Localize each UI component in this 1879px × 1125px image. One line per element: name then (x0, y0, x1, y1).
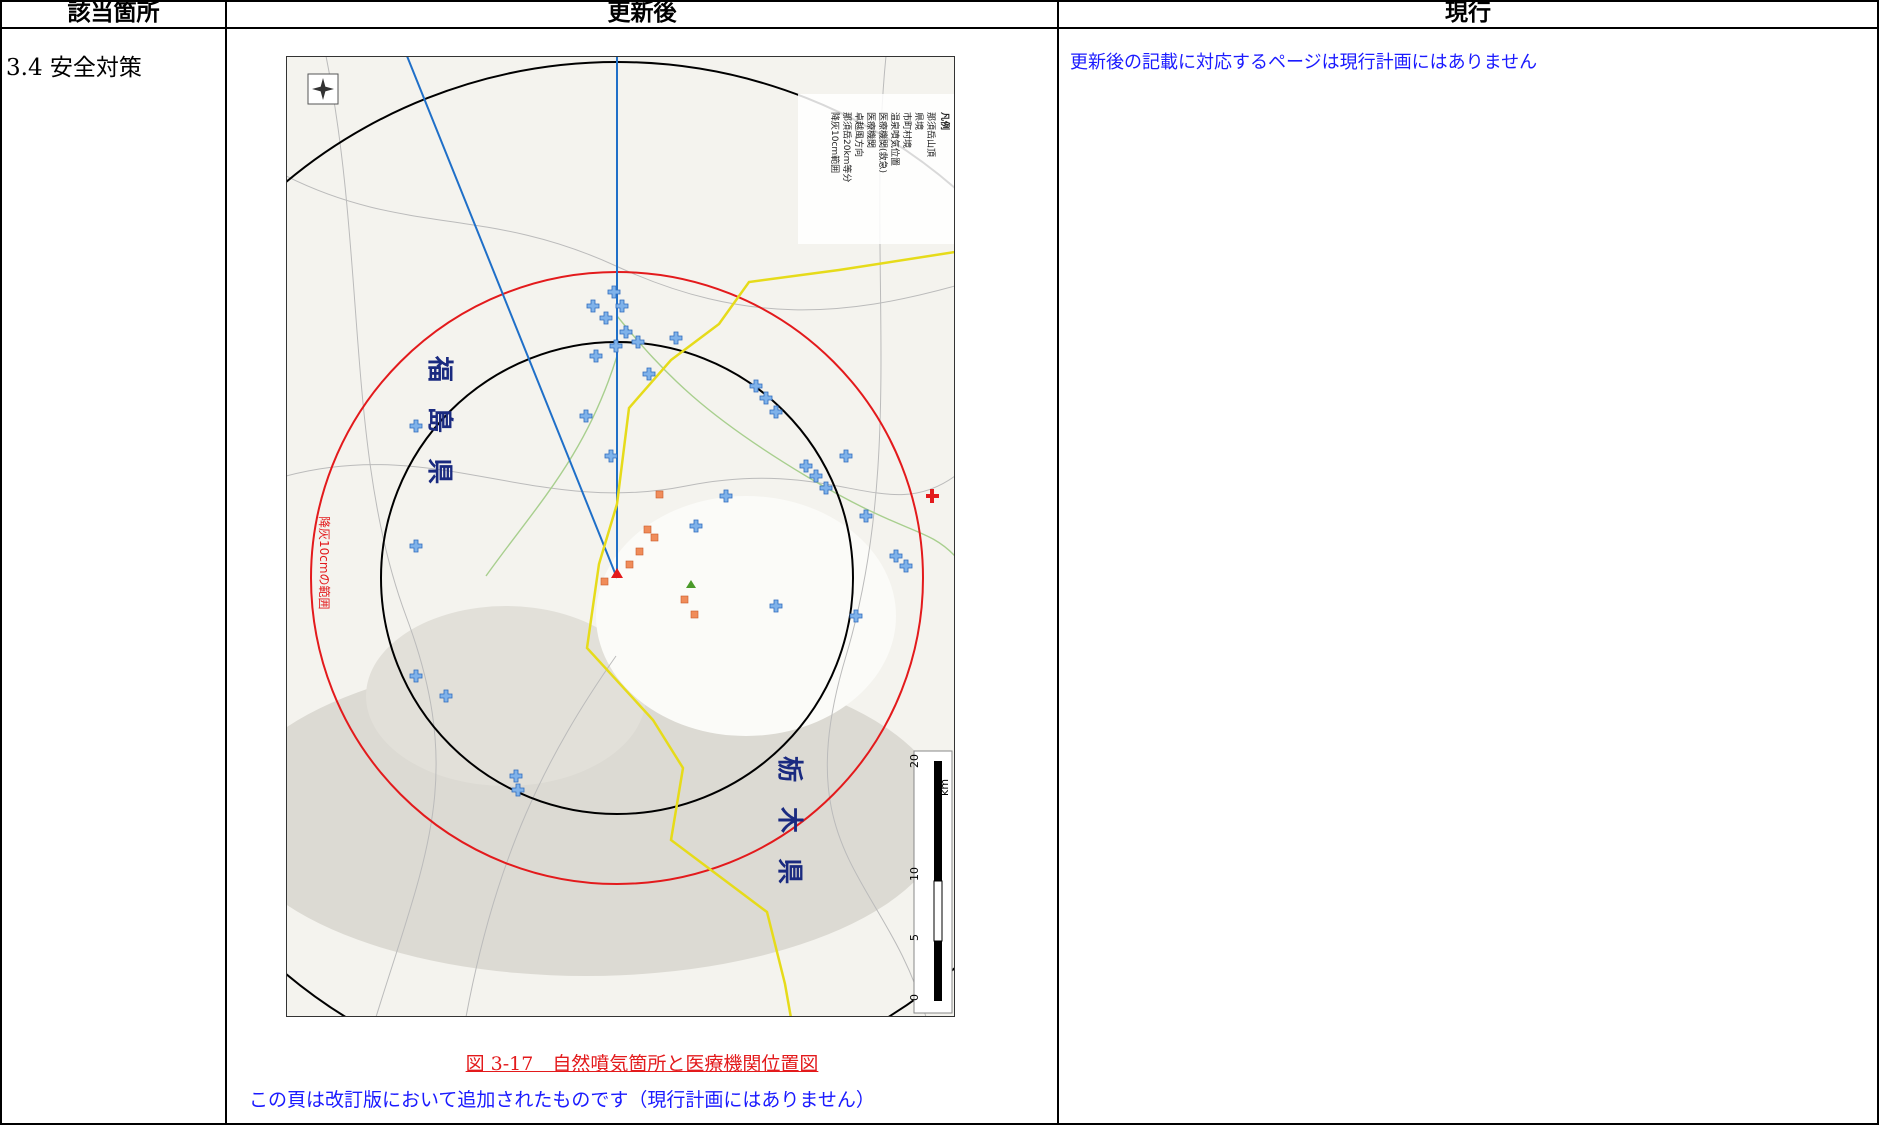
note: この頁は改訂版において追加されたものです（現行計画にはありません） (249, 1085, 875, 1112)
rule (1057, 0, 1059, 1125)
rule (0, 0, 2, 1125)
section: 3.4 安全対策 (6, 48, 142, 82)
map-label: 福 島 県 (424, 355, 454, 492)
legend-item: 降灰10cm範囲 (829, 112, 841, 173)
rule (0, 27, 1879, 29)
col-header: 現行 (1059, 0, 1877, 26)
legend-item: 医療機関(救急) (877, 112, 889, 173)
legend-item: 県境 (913, 112, 925, 130)
figure-caption: 図 3-17 自然噴気箇所と医療機関位置図 (466, 1053, 819, 1075)
scale-label: 20 (908, 754, 921, 768)
scale-label: 5 (908, 934, 921, 941)
scale-label: 0 (908, 994, 921, 1001)
legend-item: 卓越風方向 (853, 112, 865, 157)
scale-unit: km (938, 779, 951, 796)
legend-item: 医療機関 (865, 112, 877, 148)
map-label: 降灰10cmの範囲 (317, 516, 332, 610)
legend-item: 那須岳山頂 (925, 112, 937, 157)
rule (225, 0, 227, 1125)
scale-label: 10 (908, 867, 921, 881)
col-header: 更新後 (227, 0, 1057, 26)
legend-item: 那須岳20km等分 (841, 112, 853, 182)
map: 凡例 那須岳山頂 県境 市町村境 温泉噴気位置 医療機関(救急) 医療機関 卓越… (286, 56, 956, 1018)
legend-item: 市町村境 (901, 112, 913, 148)
map-label: 栃 木 県 (774, 756, 804, 892)
legend-item: 温泉噴気位置 (889, 112, 901, 166)
current-text: 更新後の記載に対応するページは現行計画にはありません (1070, 48, 1537, 74)
legend-title: 凡例 (939, 111, 951, 130)
col-header: 該当箇所 (2, 0, 225, 26)
page: 該当箇所 更新後 現行 3.4 安全対策 更新後の記載に対応するページは現行計画… (0, 0, 1879, 1125)
